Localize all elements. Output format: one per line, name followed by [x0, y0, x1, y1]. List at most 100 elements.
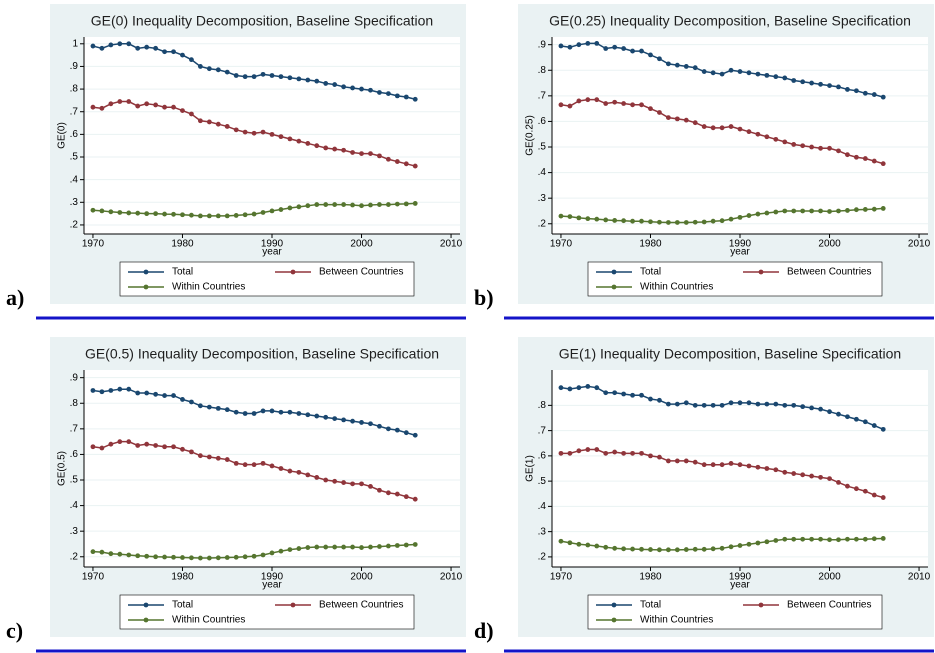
- data-point: [394, 159, 400, 164]
- data-point: [377, 90, 382, 95]
- data-point: [332, 478, 338, 484]
- data-point: [773, 401, 779, 407]
- data-point: [412, 96, 418, 102]
- data-point: [296, 76, 302, 82]
- data-point: [206, 213, 212, 219]
- data-point: [99, 45, 105, 51]
- legend-marker: [611, 269, 617, 275]
- data-point: [871, 158, 877, 164]
- data-point: [674, 401, 680, 407]
- data-point: [314, 475, 320, 480]
- data-point: [224, 69, 230, 75]
- data-point: [639, 546, 644, 552]
- data-point: [782, 208, 788, 214]
- data-point: [189, 111, 194, 117]
- data-point: [215, 555, 221, 561]
- data-point: [350, 418, 355, 424]
- legend-label: Within Countries: [640, 282, 713, 293]
- x-tick-label: 1970: [550, 239, 573, 250]
- data-point: [108, 388, 114, 393]
- data-point: [692, 546, 698, 552]
- data-point: [692, 402, 698, 408]
- data-point: [809, 208, 815, 214]
- data-point: [296, 204, 302, 210]
- data-point: [880, 426, 886, 432]
- data-point: [701, 546, 707, 552]
- data-point: [674, 116, 680, 122]
- data-point: [197, 403, 203, 409]
- data-point: [260, 210, 266, 215]
- data-point: [242, 554, 248, 560]
- data-point: [215, 213, 221, 219]
- data-point: [153, 102, 159, 108]
- data-point: [314, 202, 320, 207]
- data-point: [171, 393, 176, 398]
- data-point: [153, 554, 159, 560]
- data-point: [108, 551, 114, 557]
- data-point: [818, 208, 823, 214]
- data-point: [612, 449, 618, 455]
- data-point: [755, 464, 761, 470]
- data-point: [287, 205, 293, 211]
- data-point: [836, 148, 841, 154]
- data-point: [117, 439, 123, 445]
- data-point: [189, 212, 194, 218]
- data-point: [117, 99, 123, 104]
- y-tick-label: .3: [70, 526, 79, 537]
- y-tick-label: .9: [70, 372, 79, 383]
- y-tick-label: .7: [538, 90, 547, 101]
- data-point: [350, 85, 355, 91]
- data-point: [809, 405, 815, 411]
- data-point: [377, 423, 382, 429]
- data-point: [728, 124, 734, 129]
- data-point: [728, 216, 734, 222]
- data-point: [836, 411, 841, 417]
- data-point: [594, 385, 600, 391]
- legend-label: Total: [172, 267, 193, 278]
- data-point: [323, 414, 329, 420]
- data-point: [871, 536, 877, 542]
- data-point: [412, 496, 418, 502]
- data-point: [242, 212, 248, 218]
- data-point: [719, 71, 725, 77]
- legend-label: Within Countries: [640, 615, 713, 626]
- data-point: [305, 203, 311, 209]
- data-point: [206, 404, 212, 410]
- data-point: [674, 220, 680, 225]
- data-point: [880, 161, 886, 167]
- data-point: [674, 62, 680, 68]
- data-point: [845, 152, 850, 158]
- y-tick-label: .3: [70, 197, 79, 208]
- y-tick-label: .8: [538, 400, 547, 411]
- data-point: [621, 546, 627, 552]
- y-tick-label: .8: [538, 65, 547, 76]
- data-point: [180, 446, 185, 452]
- data-point: [126, 386, 132, 392]
- data-point: [323, 202, 329, 207]
- y-axis-label: GE(0.5): [57, 451, 68, 486]
- data-point: [719, 125, 725, 131]
- data-point: [683, 458, 689, 464]
- data-point: [108, 441, 114, 447]
- data-point: [233, 73, 239, 78]
- data-point: [126, 99, 132, 104]
- data-point: [206, 454, 212, 460]
- data-point: [773, 467, 779, 473]
- data-point: [394, 491, 400, 497]
- data-point: [737, 543, 743, 548]
- data-point: [314, 413, 320, 419]
- data-point: [773, 136, 779, 142]
- data-point: [800, 208, 806, 214]
- y-tick-label: .4: [538, 501, 547, 512]
- data-point: [737, 126, 743, 132]
- data-point: [853, 154, 859, 160]
- data-point: [639, 218, 644, 224]
- data-point: [648, 547, 653, 552]
- data-point: [394, 427, 400, 433]
- data-point: [233, 409, 239, 415]
- data-point: [287, 468, 293, 474]
- data-point: [180, 555, 185, 560]
- data-point: [117, 210, 123, 215]
- data-point: [377, 487, 382, 493]
- y-tick-label: .6: [70, 449, 79, 460]
